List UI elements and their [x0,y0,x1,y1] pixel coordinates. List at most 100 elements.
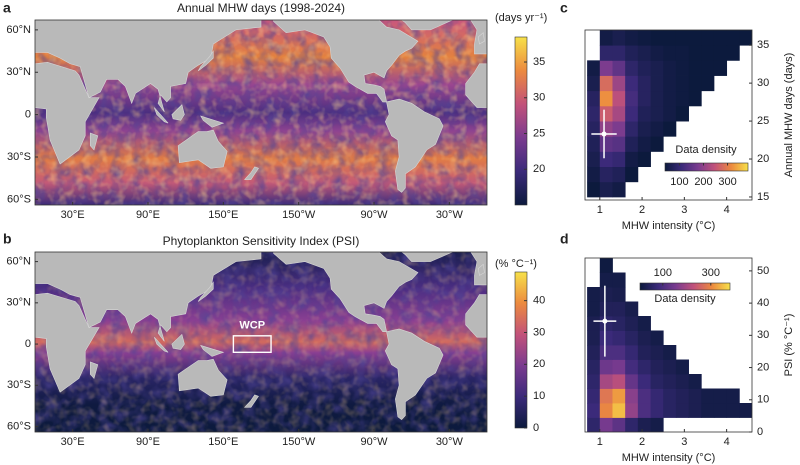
colorbar [664,162,749,172]
colorbar-tick-label: 300 [718,176,736,188]
density-cell [675,388,689,404]
colorbar [514,271,528,429]
density-cell [701,45,715,61]
density-cell [637,417,651,432]
y-tick-label: 25 [757,115,769,127]
mean-point [602,318,608,324]
y-tick-label: 20 [757,361,769,373]
density-cell [625,136,639,152]
density-cell [625,166,639,183]
density-cell [599,388,613,404]
density-cell [675,45,689,61]
density-cell [625,388,639,404]
density-cell [587,417,601,432]
x-tick-label: 30°W [436,436,464,448]
density-cell [713,403,728,418]
density-cell [637,30,651,46]
map-frame [34,19,488,206]
density-cell [650,417,664,432]
y-tick-label: 35 [757,39,769,51]
x-tick-label: 4 [724,204,730,216]
land [273,252,419,332]
density-cell [637,374,651,389]
density-cell [701,388,715,404]
density-cell [663,75,677,92]
density-cell [701,75,715,92]
density-cell [688,30,702,46]
density-cell [663,345,677,360]
map-frame [34,251,488,433]
y-tick-label: 30°N [6,66,31,78]
panel-letter: a [3,0,11,16]
density-cell [688,90,702,107]
density-cell [650,136,664,152]
land [384,98,444,193]
density-cell [637,316,651,331]
x-tick-label: 3 [681,204,687,216]
density-cell [612,388,626,404]
region-box [232,335,272,354]
x-axis-label: MHW intensity (°C) [622,220,716,232]
density-cell [650,45,664,61]
density-cell [625,151,639,168]
x-tick-label: 1 [597,436,603,448]
density-cell [688,388,702,404]
colorbar-tick-label: 300 [702,267,720,279]
density-cell [675,30,689,46]
colorbar-tick-label: 100 [670,176,688,188]
land [35,62,100,165]
density-cell [625,121,639,137]
density-cell [625,90,639,107]
density-cell [612,287,626,302]
axes-frame [584,257,753,433]
density-cell [599,136,613,152]
density-cell [612,105,626,122]
colorbar-tick-label: 30 [533,92,545,104]
density-cell [612,90,626,107]
density-cell [726,30,740,46]
density-cell [663,359,677,375]
land [197,281,214,302]
colorbar-tick-label: 200 [694,176,712,188]
land [35,292,100,393]
density-cell [625,374,639,389]
density-cell [599,330,613,346]
y-tick-label: 60°N [6,256,31,268]
colorbar-tick-label: 10 [533,390,545,402]
density-cell [688,45,702,61]
density-cell [637,75,651,92]
density-cell [599,45,613,61]
density-cell [663,121,677,137]
y-tick-label: 30°S [7,379,31,391]
chart-title: Annual MHW days (1998-2024) [177,1,345,15]
y-tick-label: 60°S [7,193,31,205]
density-cell [587,90,601,107]
y-axis-label: PSI (% °C⁻¹) [783,314,795,377]
y-tick-label: 0 [25,338,31,350]
density-cell [650,388,664,404]
density-cell [637,45,651,61]
density-cell [587,316,601,331]
density-cell [675,90,689,107]
density-cell [637,345,651,360]
density-cell [625,417,639,432]
density-cell [587,136,601,152]
y-tick-label: 40 [757,297,769,309]
density-cell [650,75,664,92]
density-cell [599,60,613,76]
y-tick-label: 30°S [7,151,31,163]
density-cell [739,403,752,418]
x-tick-label: 30°E [61,436,85,448]
land [200,344,225,357]
density-cell [650,90,664,107]
y-tick-label: 0 [25,109,31,121]
y-tick-label: 30°N [6,297,31,309]
density-cell [663,45,677,61]
colorbar [639,282,731,291]
colorbar-tick-label: 25 [533,127,545,139]
density-cell [663,30,677,46]
map-area [35,252,487,432]
colorbar-tick-label: 0 [533,422,539,434]
x-tick-label: 150°W [282,436,316,448]
density-cell [637,330,651,346]
